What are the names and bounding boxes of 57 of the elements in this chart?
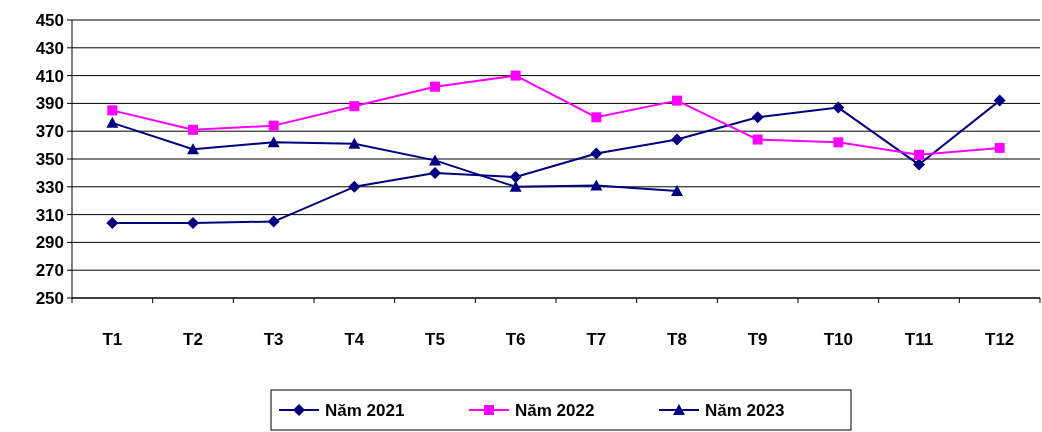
y-tick-label: 410 [35, 66, 64, 86]
point [833, 137, 844, 148]
point [590, 147, 603, 160]
point [993, 94, 1006, 107]
y-tick-label: 290 [35, 233, 64, 253]
point [672, 95, 682, 106]
point [510, 70, 521, 81]
legend-label: Năm 2021 [325, 400, 405, 420]
x-tick-label: T12 [985, 330, 1015, 349]
point [429, 154, 441, 166]
x-tick-label: T2 [183, 330, 203, 349]
point [913, 158, 925, 171]
x-tick-label: T5 [425, 330, 445, 349]
y-tick-label: 350 [35, 149, 64, 169]
point [509, 171, 522, 184]
point [671, 133, 683, 146]
point [348, 180, 361, 193]
point [187, 143, 199, 155]
point [267, 215, 280, 228]
point [430, 81, 440, 92]
y-tick-label: 430 [35, 38, 64, 58]
point [267, 136, 280, 148]
x-tick-label: T10 [823, 330, 853, 349]
point [590, 179, 603, 191]
point [994, 142, 1005, 153]
point [187, 216, 199, 229]
x-tick-label: T8 [667, 330, 687, 349]
x-tick-label: T11 [904, 330, 934, 349]
x-tick-label: T3 [263, 330, 284, 349]
x-tick-label: T7 [586, 330, 607, 349]
point [671, 184, 683, 196]
point [106, 116, 119, 128]
y-tick-label: 330 [35, 177, 64, 197]
x-tick-label: T1 [102, 330, 123, 349]
point [832, 101, 845, 114]
y-tick-label: 310 [35, 205, 64, 225]
legend-label: Năm 2022 [515, 400, 595, 420]
point [348, 137, 361, 149]
point [591, 112, 602, 123]
point [751, 111, 764, 124]
point [429, 166, 441, 179]
y-tick-label: 450 [35, 10, 64, 30]
point [106, 216, 119, 229]
x-tick-label: T9 [747, 330, 768, 349]
y-tick-label: 390 [35, 94, 64, 114]
point [752, 134, 763, 145]
point [268, 120, 279, 131]
x-tick-label: T6 [505, 330, 526, 349]
point [349, 101, 360, 112]
point [914, 149, 924, 160]
y-tick-label: 250 [35, 288, 64, 308]
point [107, 105, 118, 116]
x-tick-label: T4 [344, 330, 365, 349]
y-tick-label: 370 [35, 122, 64, 142]
y-tick-label: 270 [35, 261, 64, 281]
legend-label: Năm 2023 [705, 400, 785, 420]
point [188, 124, 198, 135]
